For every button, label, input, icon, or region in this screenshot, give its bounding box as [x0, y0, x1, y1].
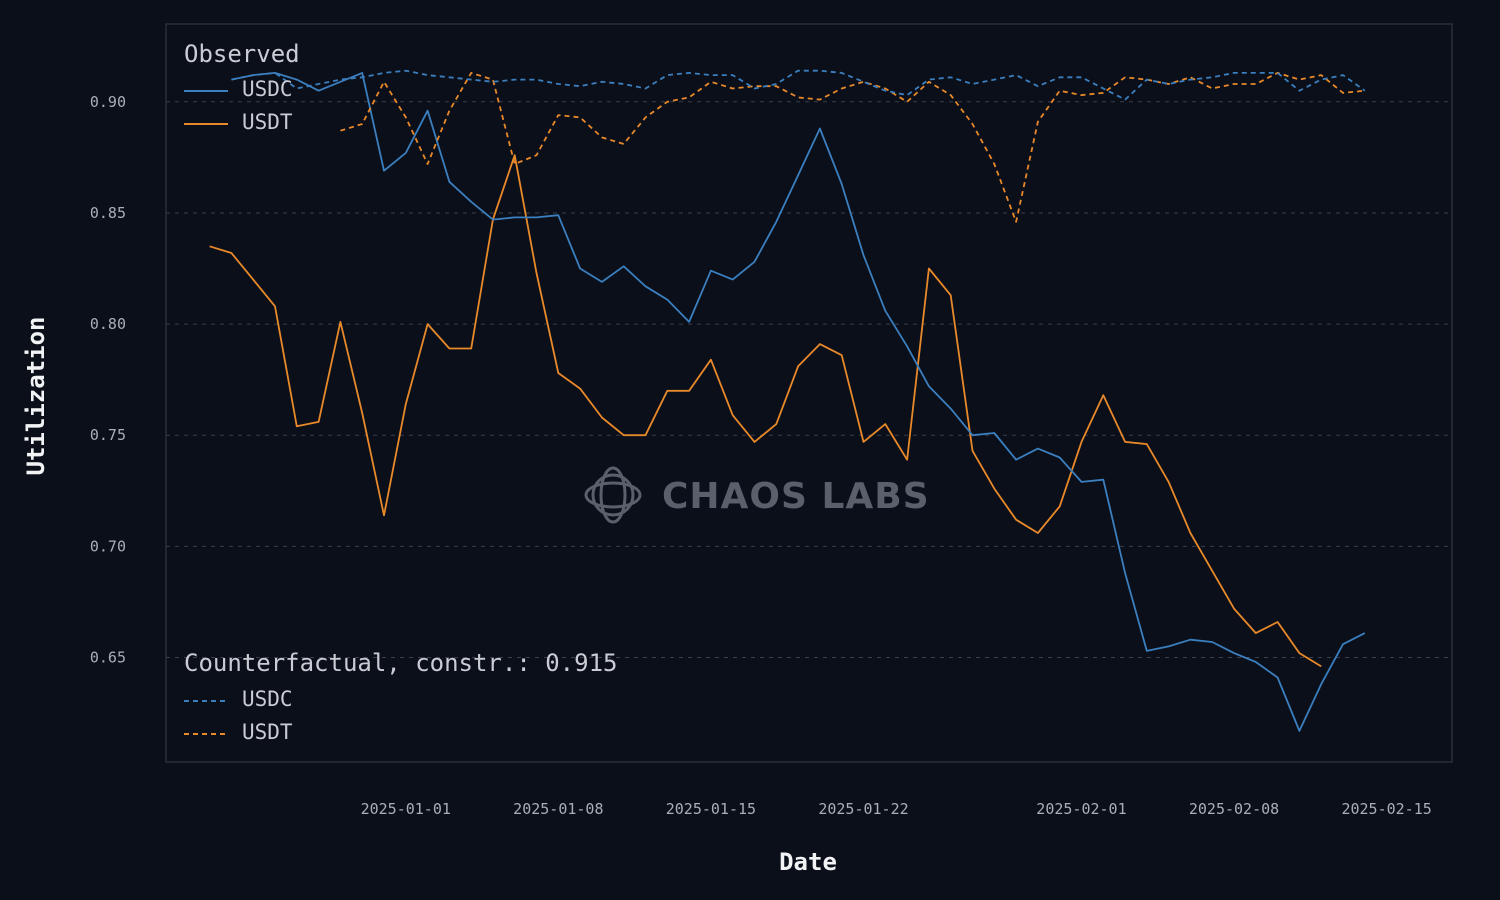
chaos-labs-logo-icon — [584, 466, 642, 524]
y-axis-ticks: 0.65 0.70 0.75 0.80 0.85 0.90 — [90, 93, 126, 667]
series-line-cf_usdc — [231, 69, 1366, 101]
x-tick-label: 2025-02-08 — [1189, 800, 1279, 818]
x-tick-label: 2025-02-15 — [1341, 800, 1431, 818]
plot-area-frame — [165, 23, 1453, 763]
x-axis-title: Date — [779, 848, 837, 876]
y-tick-label: 0.70 — [90, 537, 126, 555]
series-lines — [209, 69, 1366, 732]
series-line-observed_usdc — [231, 72, 1366, 732]
y-tick-label: 0.85 — [90, 204, 126, 222]
y-tick-label: 0.90 — [90, 93, 126, 111]
legend-counterfactual-title: Counterfactual, constr.: 0.915 — [184, 649, 617, 677]
y-tick-label: 0.65 — [90, 649, 126, 667]
legend-counterfactual: Counterfactual, constr.: 0.915 USDC USDT — [184, 649, 617, 744]
watermark: CHAOS LABS — [584, 466, 930, 524]
legend-observed-usdt-label: USDT — [242, 110, 293, 134]
x-tick-label: 2025-01-15 — [666, 800, 756, 818]
x-tick-label: 2025-02-01 — [1036, 800, 1126, 818]
watermark-text: CHAOS LABS — [662, 476, 930, 517]
x-tick-label: 2025-01-08 — [513, 800, 603, 818]
x-tick-label: 2025-01-01 — [361, 800, 451, 818]
legend-counterfactual-usdt-label: USDT — [242, 720, 293, 744]
y-tick-label: 0.80 — [90, 315, 126, 333]
series-line-observed_usdt — [209, 154, 1322, 668]
legend-observed-usdc-label: USDC — [242, 77, 293, 101]
legend-observed-title: Observed — [184, 40, 300, 68]
x-tick-label: 2025-01-22 — [818, 800, 908, 818]
legend-observed: Observed USDC USDT — [184, 40, 300, 134]
y-tick-label: 0.75 — [90, 426, 126, 444]
x-axis-ticks: 2025-01-01 2025-01-08 2025-01-15 2025-01-22… — [361, 800, 1432, 818]
y-axis-title: Utilization — [22, 317, 50, 476]
legend-counterfactual-usdc-label: USDC — [242, 687, 293, 711]
grid-lines — [166, 101, 1452, 659]
series-line-cf_usdt — [340, 72, 1365, 223]
